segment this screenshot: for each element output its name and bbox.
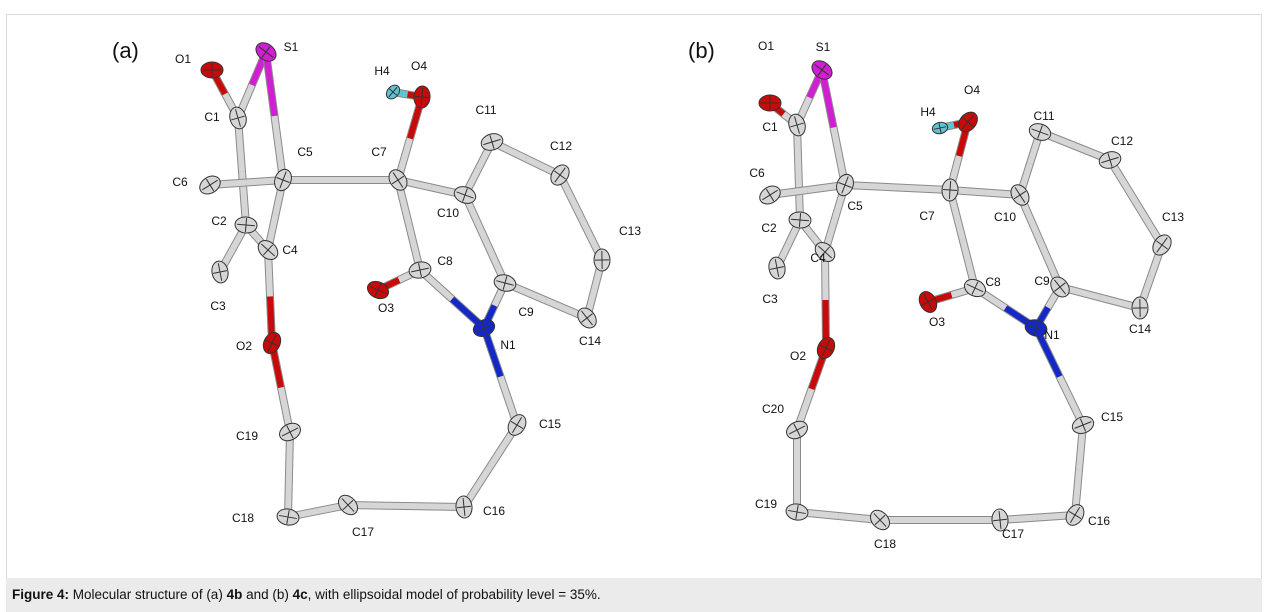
atom-label: C13 — [619, 224, 641, 238]
atom-label: N1 — [500, 338, 516, 352]
atom-label: C16 — [483, 504, 505, 518]
panel-label: (b) — [688, 38, 715, 63]
atom-label: C1 — [762, 120, 778, 134]
caption-text: , with ellipsoidal model of probability … — [308, 587, 601, 602]
atom-label: C10 — [994, 210, 1016, 224]
compound-id: 4c — [293, 587, 308, 602]
panel-label: (a) — [112, 38, 139, 63]
atom-label: O2 — [236, 339, 252, 353]
atom-label: C12 — [550, 139, 572, 153]
atom-label: C18 — [874, 537, 896, 551]
atom-label: C16 — [1088, 514, 1110, 528]
atom-label: O4 — [411, 59, 427, 73]
atom-label: O2 — [790, 349, 806, 363]
atom-label: C13 — [1162, 210, 1184, 224]
atom-label: O3 — [929, 315, 945, 329]
molecule: (a) O1 S1 C1 C5 C6 C2 C4 C3 O2 C19 C18 C17 C16 C15 N1 C9… — [112, 38, 641, 539]
atom-label: C20 — [762, 402, 784, 416]
atom-label: C5 — [847, 199, 863, 213]
atom-label: C3 — [210, 299, 226, 313]
atom-label: C2 — [211, 214, 227, 228]
atom-label: C5 — [297, 145, 313, 159]
atom-label: C17 — [352, 525, 374, 539]
compound-id: 4b — [227, 587, 243, 602]
figure: (a) O1 S1 C1 C5 C6 C2 C4 C3 O2 C19 C18 C17 C16 C15 N1 C9… — [0, 0, 1268, 612]
atom-label: O3 — [378, 301, 394, 315]
atom-label: O1 — [758, 39, 774, 53]
atom-label: C7 — [919, 209, 935, 223]
atom-label: C14 — [579, 334, 601, 348]
caption-text: and (b) — [242, 587, 292, 602]
atom-label: C6 — [749, 166, 765, 180]
atom-label: C7 — [371, 145, 387, 159]
atom-label: C8 — [985, 275, 1001, 289]
atom-label: C4 — [810, 251, 826, 265]
atom-label: N1 — [1044, 328, 1060, 342]
atom-label: S1 — [816, 40, 831, 54]
atom-label: C18 — [232, 511, 254, 525]
atom-label: C11 — [475, 103, 496, 117]
atom-label: C1 — [204, 110, 220, 124]
atom-label: O4 — [964, 83, 980, 97]
figure-art: (a) O1 S1 C1 C5 C6 C2 C4 C3 O2 C19 C18 C17 C16 C15 N1 C9… — [0, 0, 1268, 612]
atom-label: C17 — [1002, 527, 1024, 541]
atom-label: C15 — [539, 417, 561, 431]
atom-label: C12 — [1111, 134, 1133, 148]
atom-label: C19 — [236, 429, 258, 443]
atom-label: C11 — [1033, 109, 1054, 123]
atom-label: C9 — [1034, 274, 1050, 288]
atom-label: C8 — [437, 254, 453, 268]
atom-label: C3 — [762, 292, 778, 306]
atom-label: C6 — [172, 175, 188, 189]
caption: Figure 4: Molecular structure of (a) 4b … — [6, 578, 1262, 612]
atom-label: C14 — [1129, 322, 1151, 336]
page: {"panels": [ {"label": "(a)", "atoms": [… — [0, 0, 1268, 612]
atom-label: C15 — [1101, 410, 1123, 424]
caption-label: Figure 4: — [12, 587, 69, 602]
atom-label: C9 — [518, 305, 534, 319]
atom-label: C10 — [437, 206, 459, 220]
atom-label: C4 — [282, 243, 298, 257]
caption-text: Molecular structure of (a) — [69, 587, 227, 602]
atom-label: H4 — [374, 64, 390, 78]
atom-label: H4 — [920, 105, 936, 119]
molecule: (b) O1 S1 C1 C5 C6 C2 C4 C3 O2 C20 C19 C18 C17 C16 C15 N… — [688, 38, 1184, 551]
bond — [406, 506, 464, 507]
atom-label: C2 — [761, 221, 777, 235]
atom-label: S1 — [284, 40, 299, 54]
atom-label: C19 — [755, 497, 777, 511]
atom-label: O1 — [175, 52, 191, 66]
